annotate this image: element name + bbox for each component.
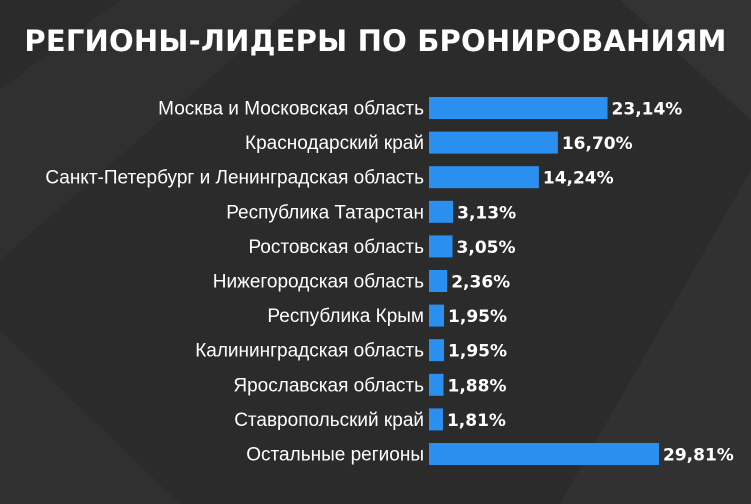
bar — [429, 131, 558, 154]
value-label: 1,95% — [448, 307, 507, 327]
bar — [429, 304, 445, 327]
bar-row: Республика Татарстан 3,13% — [226, 200, 516, 223]
background-shape-right — [560, 170, 751, 504]
bar — [429, 373, 444, 396]
category-label: Ставропольский край — [234, 410, 424, 431]
bar — [429, 166, 539, 189]
value-label: 1,95% — [448, 342, 507, 362]
category-label: Нижегородская область — [213, 272, 424, 293]
value-label: 14,24% — [543, 169, 614, 189]
value-label: 1,88% — [448, 376, 507, 396]
category-label: Ярославская область — [233, 375, 424, 396]
bar-row: Калининградская область 1,95% — [195, 339, 507, 362]
bar-row: Остальные регионы 29,81% — [246, 443, 734, 466]
category-label: Москва и Московская область — [158, 99, 424, 120]
category-label: Санкт-Петербург и Ленинградская область — [45, 168, 424, 189]
category-label: Остальные регионы — [246, 445, 424, 466]
category-label: Краснодарский край — [245, 133, 424, 154]
value-label: 23,14% — [612, 100, 683, 120]
bar-row: Нижегородская область 2,36% — [213, 270, 510, 293]
bar — [429, 408, 443, 431]
bar-row: Ростовская область 3,05% — [248, 235, 516, 258]
value-label: 3,13% — [457, 203, 516, 223]
value-label: 1,81% — [447, 411, 506, 431]
bar-row: Санкт-Петербург и Ленинградская область 1… — [45, 166, 614, 189]
category-label: Ростовская область — [248, 237, 424, 258]
bar — [429, 270, 448, 292]
bar — [429, 200, 454, 223]
bar — [429, 339, 445, 362]
bar-row: Республика Крым 1,95% — [267, 304, 507, 327]
value-label: 3,05% — [457, 238, 516, 258]
value-label: 29,81% — [663, 446, 734, 466]
value-label: 16,70% — [562, 134, 633, 154]
bar — [429, 97, 608, 119]
bar — [429, 235, 453, 258]
bar-row: Ярославская область 1,88% — [233, 373, 507, 396]
category-label: Республика Татарстан — [226, 202, 424, 223]
bar-row: Москва и Московская область 23,14% — [158, 97, 682, 120]
category-label: Республика Крым — [267, 306, 424, 327]
category-label: Калининградская область — [195, 341, 424, 362]
chart-title: РЕГИОНЫ-ЛИДЕРЫ ПО БРОНИРОВАНИЯМ — [24, 24, 727, 58]
value-label: 2,36% — [451, 273, 510, 293]
bar — [429, 443, 659, 465]
background-shape-left — [0, 0, 300, 260]
background-shape-bottom-left — [0, 330, 180, 504]
bar-row: Краснодарский край 16,70% — [245, 131, 633, 154]
background-shape-top-right — [430, 0, 751, 120]
bar-row: Ставропольский край 1,81% — [234, 408, 506, 431]
